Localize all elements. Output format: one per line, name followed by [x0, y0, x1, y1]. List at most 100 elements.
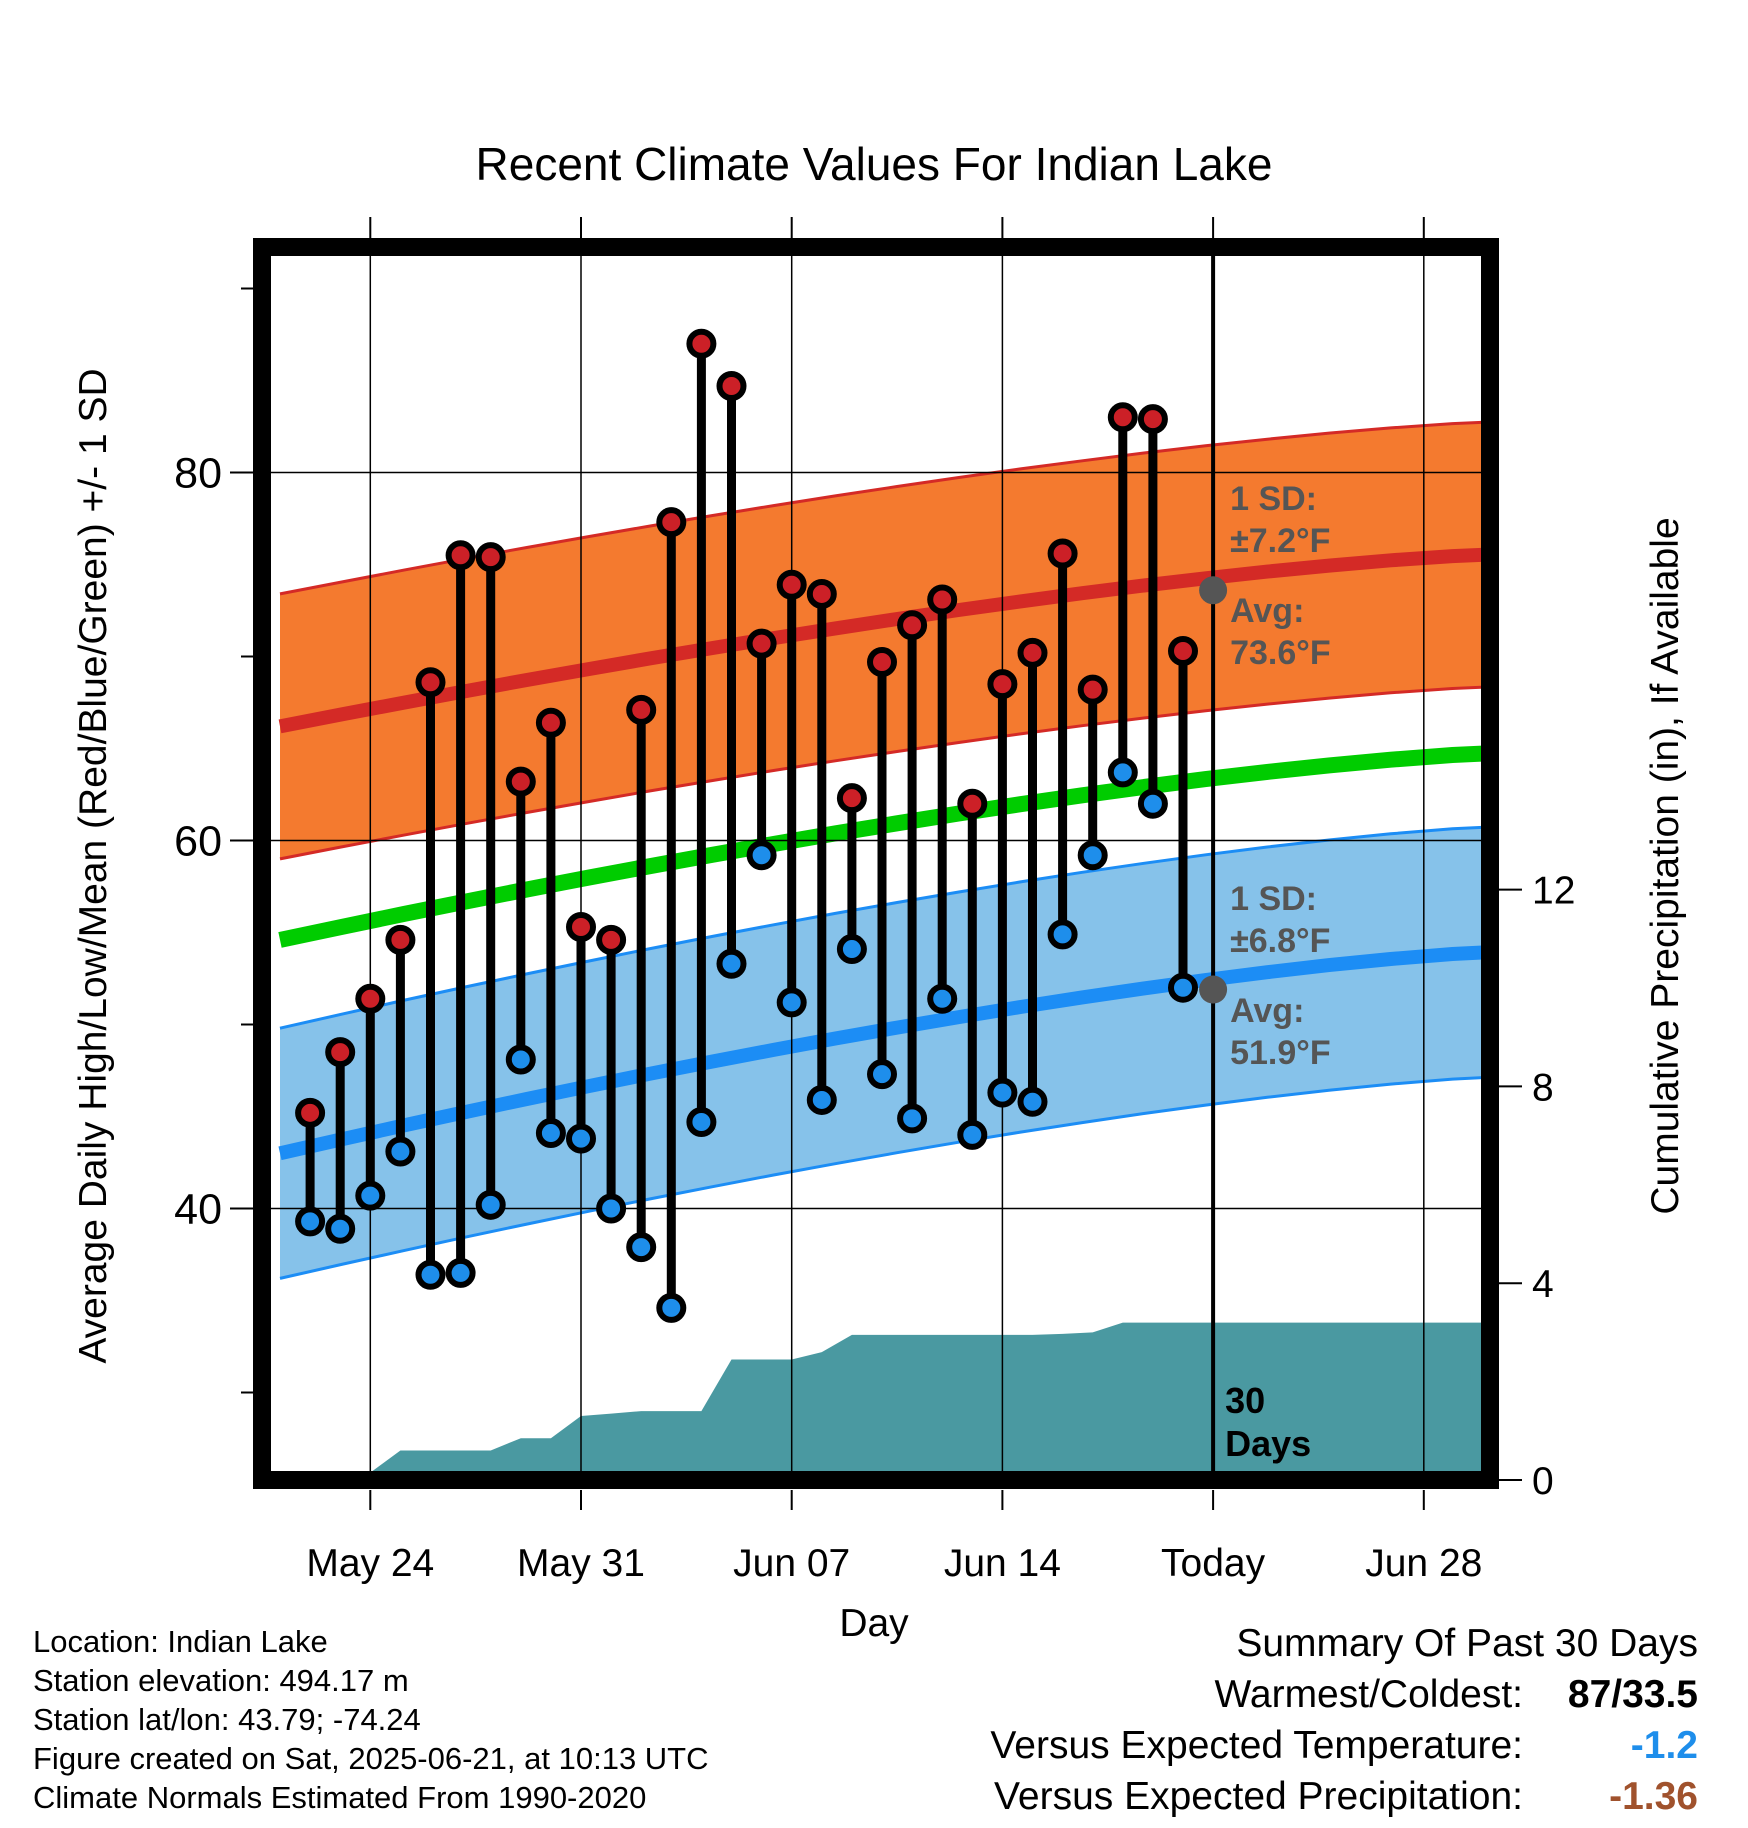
daily-low-point: [1168, 972, 1198, 1003]
high-sd-label: 1 SD:: [1230, 480, 1317, 518]
warm-cold-value: 87/33.5: [1567, 1673, 1698, 1716]
daily-low-point: [867, 1059, 897, 1090]
daily-high-point: [987, 669, 1018, 700]
daily-low-point: [1047, 919, 1078, 950]
daily-high-point: [656, 507, 687, 538]
daily-low-point: [746, 840, 777, 871]
x-tick-label: Jun 14: [944, 1542, 1061, 1585]
y-tick-label-right: 4: [1532, 1263, 1554, 1306]
daily-high-point: [776, 569, 807, 600]
temp-value: -1.2: [1630, 1724, 1698, 1767]
daily-high-point: [686, 328, 717, 359]
daily-high-point: [445, 540, 476, 571]
daily-low-point: [596, 1193, 627, 1224]
warm-cold-label: Warmest/Coldest:: [1214, 1673, 1523, 1716]
daily-high-point: [1137, 404, 1168, 435]
daily-low-point: [686, 1107, 717, 1138]
latlon-text: Station lat/lon: 43.79; -74.24: [33, 1702, 421, 1737]
precip-value: -1.36: [1609, 1775, 1698, 1818]
daily-low-point: [897, 1103, 928, 1134]
daily-low-point: [355, 1180, 386, 1211]
summary-precip: Versus Expected Precipitation: -1.36: [990, 1771, 1698, 1822]
daily-low-point: [535, 1118, 566, 1149]
elevation-text: Station elevation: 494.17 m: [33, 1663, 409, 1698]
normal-low-lower-edge: [279, 1075, 1490, 1280]
x-tick-label: Jun 07: [733, 1542, 850, 1585]
daily-high-point: [1168, 635, 1198, 666]
daily-low-point: [295, 1206, 326, 1237]
daily-high-point: [505, 766, 536, 797]
daily-high-point: [596, 924, 627, 955]
y-tick-label-left: 80: [174, 450, 222, 498]
daily-low-point: [836, 934, 867, 965]
daily-high-point: [927, 584, 958, 615]
daily-high-point: [957, 788, 988, 819]
summary-heading: Summary Of Past 30 Days: [1236, 1622, 1698, 1665]
daily-high-point: [1017, 637, 1048, 668]
daily-high-point: [535, 707, 566, 738]
low-sd-label: 1 SD:: [1230, 880, 1317, 918]
precip-label: Versus Expected Precipitation:: [994, 1775, 1523, 1818]
daily-low-point: [445, 1257, 476, 1288]
normal-low-upper-edge: [279, 825, 1490, 1030]
y-tick-label-right: 8: [1532, 1066, 1554, 1109]
today-low-avg-marker: [1199, 975, 1228, 1004]
daily-low-point: [776, 987, 807, 1018]
temp-label: Versus Expected Temperature:: [990, 1724, 1523, 1767]
daily-high-point: [475, 542, 506, 573]
x-axis-label: Day: [839, 1602, 909, 1645]
normal-high-lower-edge: [279, 685, 1490, 861]
days-count-label: 30: [1225, 1380, 1265, 1421]
daily-high-point: [355, 983, 386, 1014]
low-sd-value: ±6.8°F: [1230, 922, 1330, 960]
location-text: Location: Indian Lake: [33, 1624, 328, 1659]
daily-low-point: [325, 1213, 356, 1244]
daily-low-point: [1107, 757, 1138, 788]
created-text: Figure created on Sat, 2025-06-21, at 10…: [33, 1741, 709, 1776]
normal-high-band: [280, 422, 1490, 859]
precip-area: [280, 1322, 1490, 1480]
days-unit-label: Days: [1225, 1423, 1311, 1464]
daily-low-point: [415, 1259, 446, 1290]
daily-low-point: [566, 1123, 596, 1154]
daily-high-point: [325, 1037, 356, 1068]
plot-frame: [253, 238, 1499, 1489]
daily-low-point: [505, 1044, 536, 1075]
plot-inner: 1 SD: ±7.2°F Avg: 73.6°F 1 SD: ±6.8°F Avg: 51.9…: [262, 247, 1490, 1480]
y-tick-label-right: 0: [1532, 1460, 1554, 1503]
daily-high-point: [1047, 538, 1078, 569]
normal-low-line: [278, 945, 1490, 1161]
y-axis-label-right: Cumulative Precipitation (in), If Availa…: [1644, 517, 1687, 1214]
daily-low-point: [716, 948, 747, 979]
low-avg-value: 51.9°F: [1230, 1034, 1331, 1072]
daily-high-point: [566, 911, 596, 942]
x-tick-label: May 24: [306, 1542, 434, 1585]
daily-low-point: [806, 1084, 837, 1115]
daily-high-point: [716, 371, 747, 402]
x-tick-label: Today: [1161, 1542, 1266, 1585]
y-tick-label-left: 40: [174, 1186, 222, 1234]
y-tick-label-left: 60: [174, 818, 222, 866]
daily-high-point: [1077, 674, 1108, 705]
daily-low-point: [1077, 840, 1108, 871]
daily-high-point: [806, 578, 837, 609]
daily-high-point: [415, 667, 446, 698]
summary-panel: Summary Of Past 30 Days Warmest/Coldest:…: [990, 1618, 1698, 1822]
daily-high-point: [897, 610, 928, 641]
daily-high-point: [867, 647, 897, 678]
normal-mean-line: [278, 745, 1490, 948]
daily-low-point: [385, 1136, 416, 1167]
plot-area: 1 SD: ±7.2°F Avg: 73.6°F 1 SD: ±6.8°F Avg: 51.9…: [174, 217, 1575, 1585]
station-info: Location: Indian Lake Station elevation:…: [33, 1622, 709, 1817]
x-tick-label: Jun 28: [1365, 1542, 1482, 1585]
normals-text: Climate Normals Estimated From 1990-2020: [33, 1780, 647, 1815]
high-avg-label: Avg:: [1230, 592, 1304, 630]
y-axis-label-left: Average Daily High/Low/Mean (Red/Blue/Gr…: [72, 368, 115, 1363]
daily-low-point: [475, 1189, 506, 1220]
x-tick-label: May 31: [517, 1542, 645, 1585]
daily-low-point: [1137, 788, 1168, 819]
summary-temp: Versus Expected Temperature: -1.2: [990, 1720, 1698, 1771]
daily-low-point: [987, 1077, 1018, 1108]
daily-high-point: [1107, 402, 1138, 433]
